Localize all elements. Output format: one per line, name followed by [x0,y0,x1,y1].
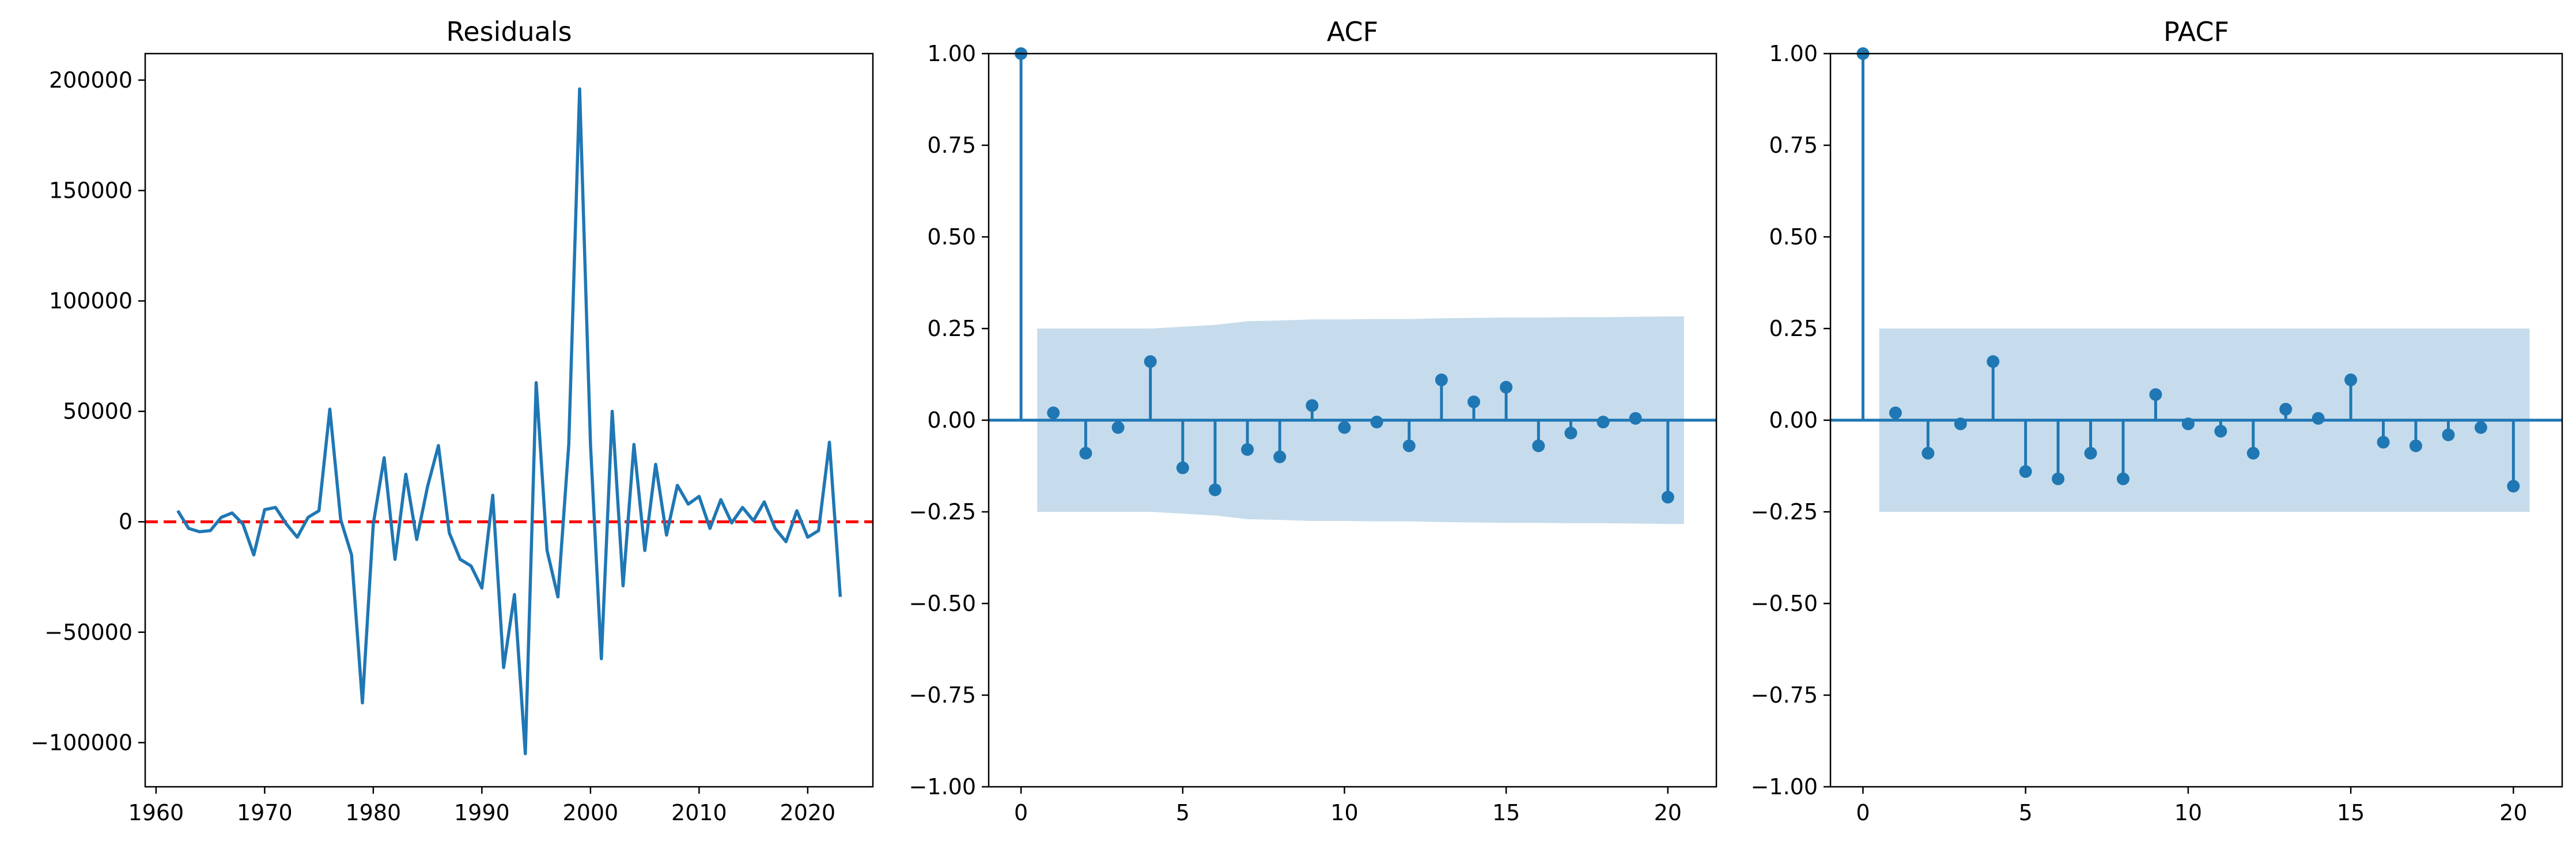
y-tick-label: −0.25 [1751,499,1818,525]
y-tick-label: 150000 [49,178,133,203]
stem-marker-lag-20 [2507,480,2520,493]
stem-marker-lag-7 [2084,447,2097,460]
y-tick-label: 0.25 [927,316,976,341]
stem-marker-lag-11 [1370,416,1383,429]
stem-marker-lag-15 [1500,380,1513,394]
y-tick-label: 0.25 [1769,316,1818,341]
stem-marker-lag-4 [1144,355,1157,368]
stem-marker-lag-12 [2246,447,2260,460]
y-tick-label: −1.00 [909,774,976,799]
subplot-pacf: 0 5 10 15 20 −1.00 −0.75 −0.50 −0.25 0.00 0.25 0.50… [1751,16,2563,825]
subplot-acf: 0 5 10 15 20 −1.00 −0.75 −0.50 −0.25 0.00 0.25 0.50… [909,16,1718,825]
y-tick-label: −0.25 [909,499,976,525]
stem-marker-lag-20 [1661,491,1674,504]
y-tick-label: −0.75 [909,682,976,708]
x-tick-label: 5 [2019,800,2033,825]
stem-marker-lag-6 [2052,472,2065,485]
stem-marker-lag-8 [2117,472,2129,485]
x-tick-label: 15 [1492,800,1520,825]
y-tick-label: 0 [119,509,133,534]
y-tick-label: 0.50 [927,224,976,250]
stem-marker-lag-2 [1921,447,1935,460]
y-tick-label: 0.00 [927,408,976,433]
stem-marker-lag-6 [1208,483,1221,496]
x-tick-label: 1990 [454,800,510,825]
stem-marker-lag-18 [1597,416,1610,429]
y-tick-label: 0.75 [927,133,976,158]
stem-marker-lag-13 [2279,402,2293,416]
stem-marker-lag-8 [1273,450,1287,463]
chart-title: PACF [2163,16,2229,47]
stem-marker-lag-3 [1954,417,1967,431]
stem-marker-lag-3 [1111,421,1125,434]
x-tick-label: 10 [2174,800,2202,825]
x-tick-label: 10 [1330,800,1358,825]
y-tick-label: 0.00 [1769,408,1818,433]
y-tick-label: 200000 [49,67,133,93]
y-tick-label: −100000 [31,730,133,755]
stem-marker-lag-12 [1402,439,1416,452]
stem-marker-lag-18 [2442,428,2455,442]
y-tick-label: 1.00 [1769,41,1818,66]
y-tick-label: 100000 [49,288,133,314]
x-tick-label: 2010 [671,800,727,825]
x-tick-label: 1980 [346,800,402,825]
x-tick-label: 1970 [237,800,293,825]
stem-marker-lag-11 [2214,425,2227,438]
stem-marker-lag-5 [1176,461,1189,474]
stem-marker-lag-9 [1306,399,1319,412]
stem-marker-lag-17 [2409,439,2422,452]
stem-marker-lag-5 [2019,465,2032,478]
stem-marker-lag-14 [2312,412,2325,425]
chart-title: Residuals [446,16,572,47]
series-line-residuals [176,87,842,756]
x-tick-label: 0 [1014,800,1028,825]
y-tick-label: −1.00 [1751,774,1818,799]
y-tick-label: 1.00 [927,41,976,66]
y-tick-label: −0.50 [1751,591,1818,616]
stem-marker-lag-19 [2474,421,2487,434]
subplot-residuals: 1960 1970 1980 1990 2000 2010 2020 −100000 −5000… [31,16,874,825]
y-tick-label: 0.75 [1769,133,1818,158]
x-tick-label: 15 [2337,800,2365,825]
stem-marker-lag-7 [1241,443,1254,456]
x-tick-label: 5 [1176,800,1190,825]
stem-marker-lag-10 [2181,417,2195,431]
stem-marker-lag-15 [2344,374,2358,387]
x-tick-label: 1960 [128,800,184,825]
y-tick-label: 0.50 [1769,224,1818,250]
chart-title: ACF [1327,16,1378,47]
y-tick-label: 50000 [63,399,133,424]
y-tick-label: −0.75 [1751,682,1818,708]
axes-frame [144,52,874,788]
stem-marker-lag-9 [2149,388,2162,401]
stem-marker-lag-1 [1047,406,1060,420]
stem-marker-lag-2 [1079,447,1092,460]
stem-marker-lag-16 [1532,439,1545,452]
stem-marker-lag-1 [1889,406,1902,420]
y-tick-label: −50000 [44,620,133,645]
x-tick-label: 2000 [563,800,619,825]
x-tick-label: 20 [2499,800,2527,825]
stem-marker-lag-14 [1467,395,1480,409]
stem-marker-lag-17 [1564,427,1578,440]
stem-marker-lag-10 [1338,421,1351,434]
stem-marker-lag-16 [2377,436,2390,449]
stem-marker-lag-19 [1629,412,1642,425]
x-tick-label: 20 [1654,800,1682,825]
y-tick-label: −0.50 [909,591,976,616]
stem-marker-lag-13 [1435,374,1448,387]
x-tick-label: 2020 [780,800,836,825]
stem-marker-lag-4 [1987,355,2000,368]
x-tick-label: 0 [1856,800,1870,825]
